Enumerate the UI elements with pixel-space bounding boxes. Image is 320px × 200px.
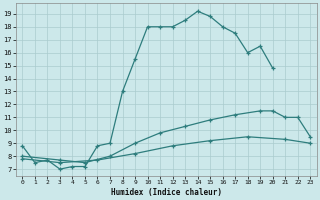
X-axis label: Humidex (Indice chaleur): Humidex (Indice chaleur) [111, 188, 222, 197]
